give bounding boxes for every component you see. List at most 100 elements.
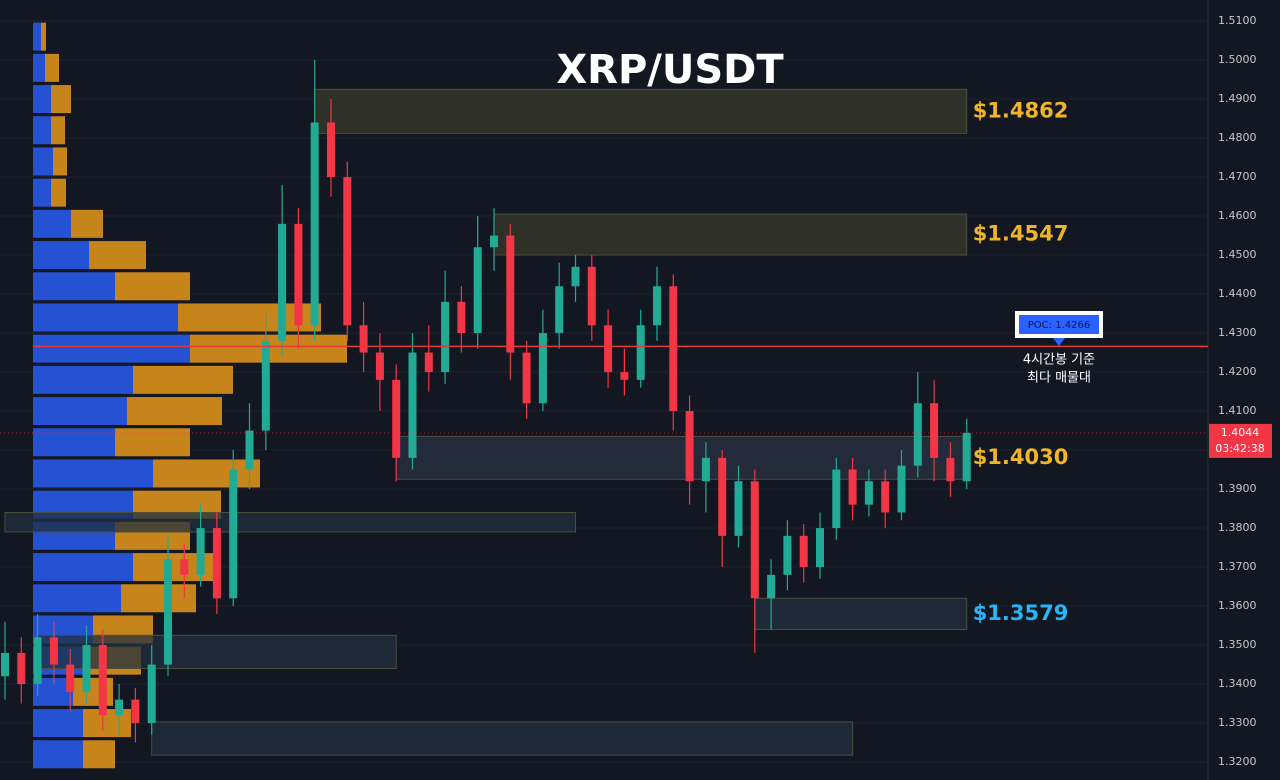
y-tick-label: 1.4200 xyxy=(1218,365,1257,378)
candle-body xyxy=(750,481,759,599)
y-tick-label: 1.4300 xyxy=(1218,326,1257,339)
candle-body xyxy=(555,286,564,334)
profile-sell xyxy=(133,365,233,394)
profile-buy xyxy=(33,584,121,613)
profile-buy xyxy=(33,740,83,769)
candle-body xyxy=(913,403,922,466)
candle-body xyxy=(848,469,857,505)
profile-sell xyxy=(51,116,65,145)
y-tick-label: 1.3200 xyxy=(1218,755,1257,768)
profile-buy xyxy=(33,22,41,51)
candle-body xyxy=(962,432,971,482)
candle-body xyxy=(881,481,890,513)
candle-body xyxy=(343,177,352,326)
profile-buy xyxy=(33,397,127,426)
profile-sell xyxy=(121,584,196,613)
profile-buy xyxy=(33,709,83,738)
last-price-tag xyxy=(1209,423,1272,458)
candle-body xyxy=(278,223,287,341)
y-tick-label: 1.4700 xyxy=(1218,170,1257,183)
candle-body xyxy=(490,235,498,248)
zone xyxy=(754,597,968,630)
zone xyxy=(493,213,968,256)
candle-body xyxy=(441,301,450,373)
y-tick-label: 1.3700 xyxy=(1218,560,1257,573)
zone xyxy=(37,634,397,669)
y-tick-label: 1.5100 xyxy=(1218,14,1257,27)
profile-sell xyxy=(71,209,103,238)
profile-sell xyxy=(127,397,222,426)
profile-buy xyxy=(33,365,133,394)
candle-body xyxy=(245,430,254,470)
profile-buy xyxy=(33,241,89,270)
candle-body xyxy=(375,352,384,380)
candle-body xyxy=(767,574,776,599)
profile-buy xyxy=(33,272,115,301)
y-tick-label: 1.3400 xyxy=(1218,677,1257,690)
y-tick-label: 1.3800 xyxy=(1218,521,1257,534)
countdown-label: 03:42:38 xyxy=(1215,442,1264,455)
profile-sell xyxy=(89,241,146,270)
candle-body xyxy=(587,266,596,326)
candle-body xyxy=(1,652,9,677)
zone-label: $1.4547 xyxy=(973,222,1069,246)
profile-sell xyxy=(53,147,67,176)
y-tick-label: 1.4500 xyxy=(1218,248,1257,261)
candle-body xyxy=(620,372,629,380)
candle-body xyxy=(506,235,515,353)
zone xyxy=(395,435,968,480)
candle-body xyxy=(522,352,531,404)
candle-body xyxy=(408,352,417,458)
profile-buy xyxy=(33,147,53,176)
candle-body xyxy=(734,481,743,536)
profile-sell xyxy=(115,272,190,301)
zone xyxy=(151,721,854,756)
poc-pointer xyxy=(1053,338,1065,346)
candle-body xyxy=(212,528,221,599)
zone-label: $1.4862 xyxy=(973,98,1069,122)
y-tick-label: 1.3600 xyxy=(1218,599,1257,612)
profile-buy xyxy=(33,85,51,114)
profile-buy xyxy=(33,553,133,582)
profile-sell xyxy=(51,178,66,207)
y-tick-label: 1.3300 xyxy=(1218,716,1257,729)
poc-box-inner xyxy=(1019,315,1099,334)
candle-body xyxy=(261,340,270,431)
y-tick-label: 1.4400 xyxy=(1218,287,1257,300)
candle-body xyxy=(930,403,939,458)
profile-buy xyxy=(33,53,45,82)
profile-sell xyxy=(83,740,115,769)
candle-body xyxy=(164,559,172,665)
candle-body xyxy=(180,559,189,575)
profile-sell xyxy=(73,677,113,706)
candle-body xyxy=(66,664,75,692)
profile-buy xyxy=(33,116,51,145)
candle-body xyxy=(98,645,107,716)
candle-body xyxy=(783,535,792,575)
profile-buy xyxy=(33,209,71,238)
candle-body xyxy=(327,122,335,178)
candle-body xyxy=(359,325,368,353)
candle-body xyxy=(17,652,26,685)
candle-body xyxy=(604,325,613,373)
y-tick-label: 1.3500 xyxy=(1218,638,1257,651)
candle-body xyxy=(571,266,580,287)
poc-note: 최다 매물대 xyxy=(1027,371,1091,386)
chart-title: XRP/USDT xyxy=(556,47,784,93)
candle-body xyxy=(864,481,873,505)
candle-body xyxy=(718,457,727,536)
zone-label: $1.4030 xyxy=(973,445,1069,469)
candle-body xyxy=(832,469,841,529)
candle-body xyxy=(816,528,824,568)
candle-body xyxy=(799,535,808,568)
poc-note: 4시간봉 기준 xyxy=(1023,353,1095,368)
profile-buy xyxy=(33,178,51,207)
y-tick-label: 1.4600 xyxy=(1218,209,1257,222)
y-tick-label: 1.4900 xyxy=(1218,92,1257,105)
profile-sell xyxy=(83,709,131,738)
profile-buy xyxy=(33,459,153,488)
candle-body xyxy=(82,645,91,692)
candle-body xyxy=(229,469,238,599)
